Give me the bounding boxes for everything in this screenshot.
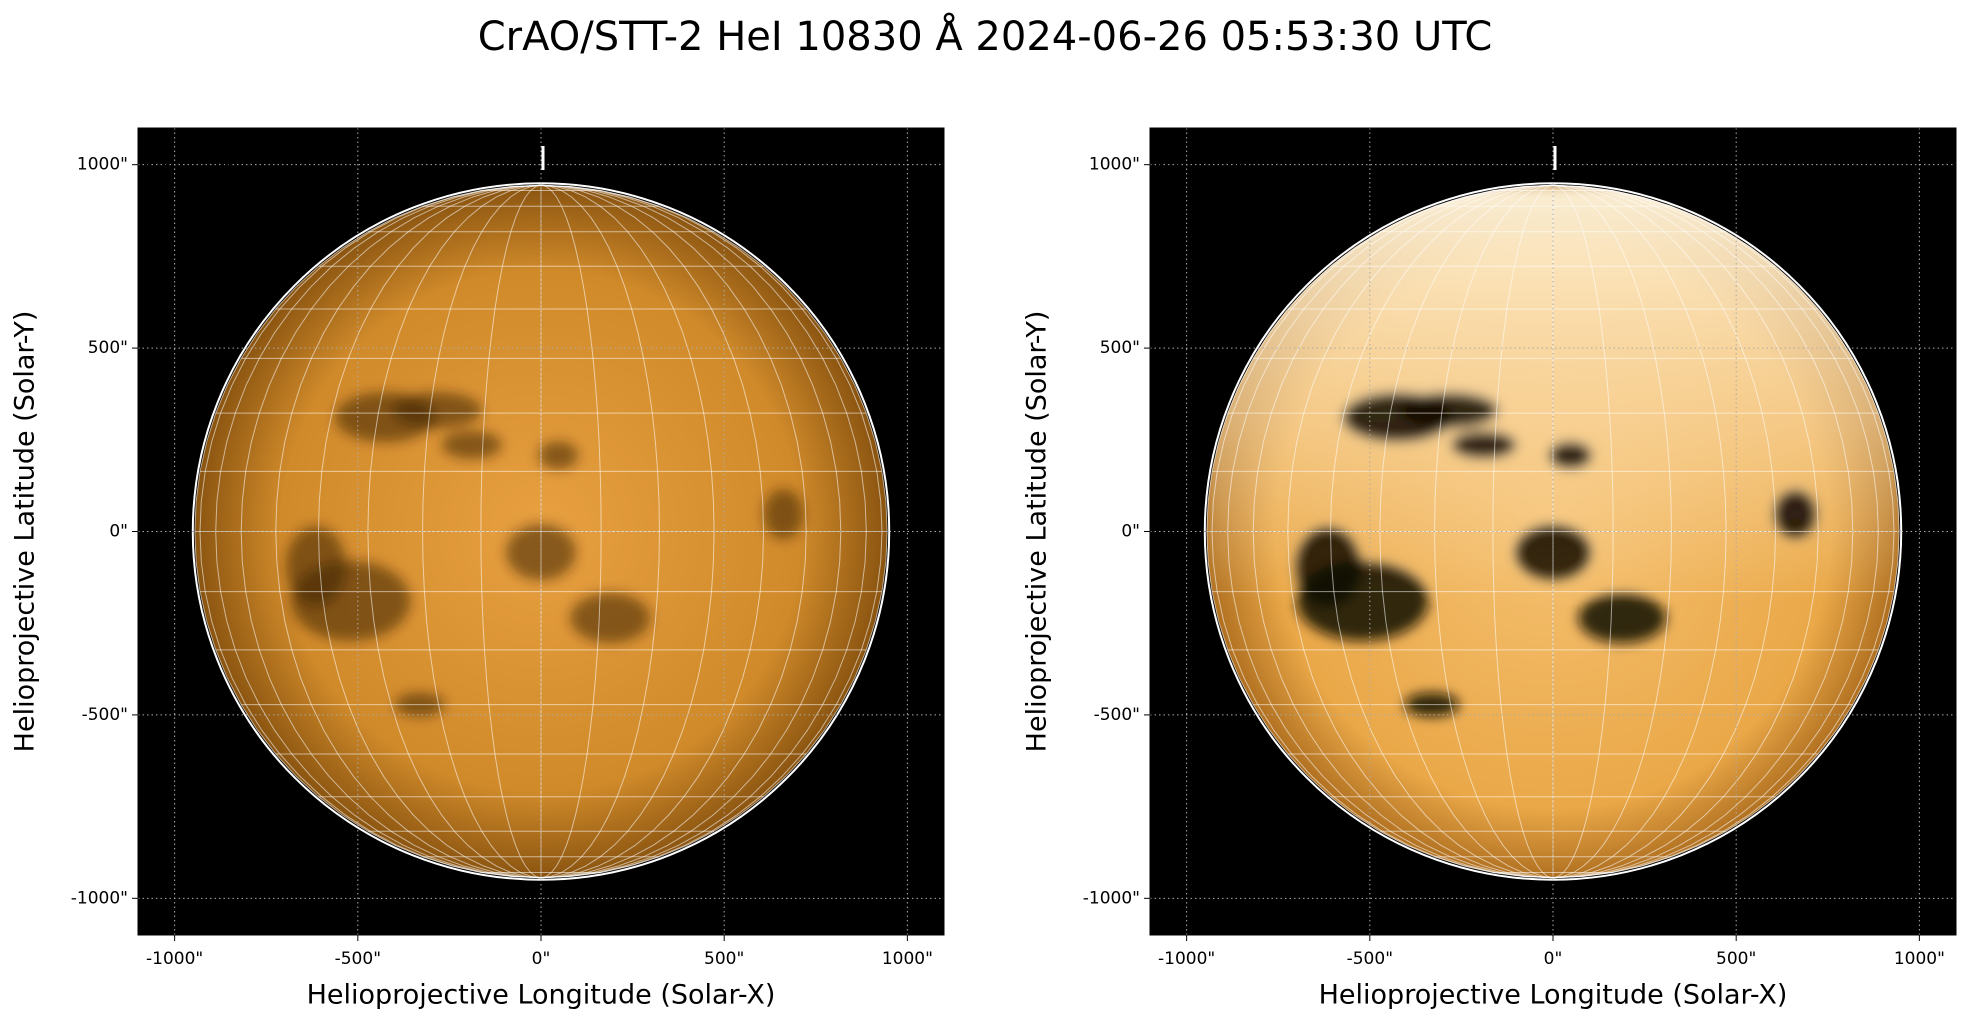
dark-feature	[538, 441, 579, 470]
panel: -1000" -500" 0" 500" 1000" -1000" -500" 0" 500" 1…	[1022, 127, 1957, 1011]
x-tick-label: -1000"	[146, 949, 203, 969]
x-tick-label: -1000"	[1158, 949, 1215, 969]
dark-feature	[1578, 593, 1667, 644]
longitude-line	[1552, 184, 1819, 879]
dark-feature	[1773, 489, 1818, 540]
longitude-line	[1252, 184, 1554, 879]
y-tick-label: 1000"	[1089, 155, 1140, 175]
longitude-line	[240, 184, 542, 879]
longitude-line	[540, 184, 602, 879]
figure-title: CrAO/STT-2 HeI 10830 Å 2024-06-26 05:53:…	[478, 12, 1493, 60]
y-axis-label: Helioprojective Latitude (Solar-Y)	[10, 311, 41, 753]
longitude-line	[1552, 184, 1614, 879]
axes-frame	[137, 127, 945, 936]
dark-feature	[1294, 526, 1361, 607]
axes-frame	[1149, 127, 1957, 936]
x-tick-label: 0"	[1544, 949, 1563, 969]
longitude-line	[1552, 184, 1900, 879]
longitude-line	[275, 184, 542, 879]
dark-feature	[1450, 430, 1517, 459]
dark-feature	[392, 392, 483, 429]
x-tick-label: 1000"	[882, 949, 933, 969]
y-tick-label: -500"	[1094, 705, 1140, 725]
x-tick-label: -500"	[1347, 949, 1393, 969]
panel: -1000" -500" 0" 500" 1000" -1000" -500" 0" 500" 1…	[10, 127, 945, 1011]
y-axis-label: Helioprojective Latitude (Solar-Y)	[1022, 311, 1053, 753]
y-tick-label: 500"	[88, 338, 128, 358]
longitude-line	[540, 184, 867, 879]
longitude-line	[199, 184, 542, 879]
x-tick-label: -500"	[335, 949, 381, 969]
y-tick-label: 0"	[1121, 522, 1140, 542]
x-axis-label: Helioprojective Longitude (Solar-X)	[1319, 980, 1788, 1011]
dark-feature	[441, 430, 502, 459]
dark-feature	[285, 526, 346, 607]
longitude-line	[1287, 184, 1554, 879]
x-tick-label: 1000"	[1894, 949, 1945, 969]
dark-feature	[570, 593, 651, 644]
dark-feature	[1399, 392, 1499, 429]
y-tick-label: 0"	[109, 522, 128, 542]
y-tick-label: 1000"	[77, 155, 128, 175]
y-tick-label: 500"	[1100, 338, 1140, 358]
axis-grid	[138, 128, 944, 935]
dark-feature	[763, 489, 804, 540]
longitude-line	[540, 184, 660, 879]
longitude-line	[194, 184, 542, 879]
dark-feature	[1548, 441, 1593, 470]
longitude-line	[540, 184, 807, 879]
longitude-line	[1552, 184, 1672, 879]
longitude-line	[540, 184, 888, 879]
y-tick-label: -1000"	[1083, 888, 1140, 908]
north-label: N	[1573, 145, 1586, 165]
axis-grid	[1150, 128, 1956, 935]
x-tick-label: 500"	[704, 949, 744, 969]
annotation: B0 = 2.36	[146, 155, 231, 175]
north-label: N	[561, 145, 574, 165]
y-tick-label: -1000"	[71, 888, 128, 908]
x-tick-label: 500"	[1716, 949, 1756, 969]
longitude-line	[1211, 184, 1554, 879]
longitude-line	[1552, 184, 1879, 879]
longitude-line	[1206, 184, 1554, 879]
y-tick-label: -500"	[82, 705, 128, 725]
x-axis-label: Helioprojective Longitude (Solar-X)	[307, 980, 776, 1011]
x-tick-label: 0"	[532, 949, 551, 969]
annotation: B0 = 2.36	[1158, 155, 1243, 175]
